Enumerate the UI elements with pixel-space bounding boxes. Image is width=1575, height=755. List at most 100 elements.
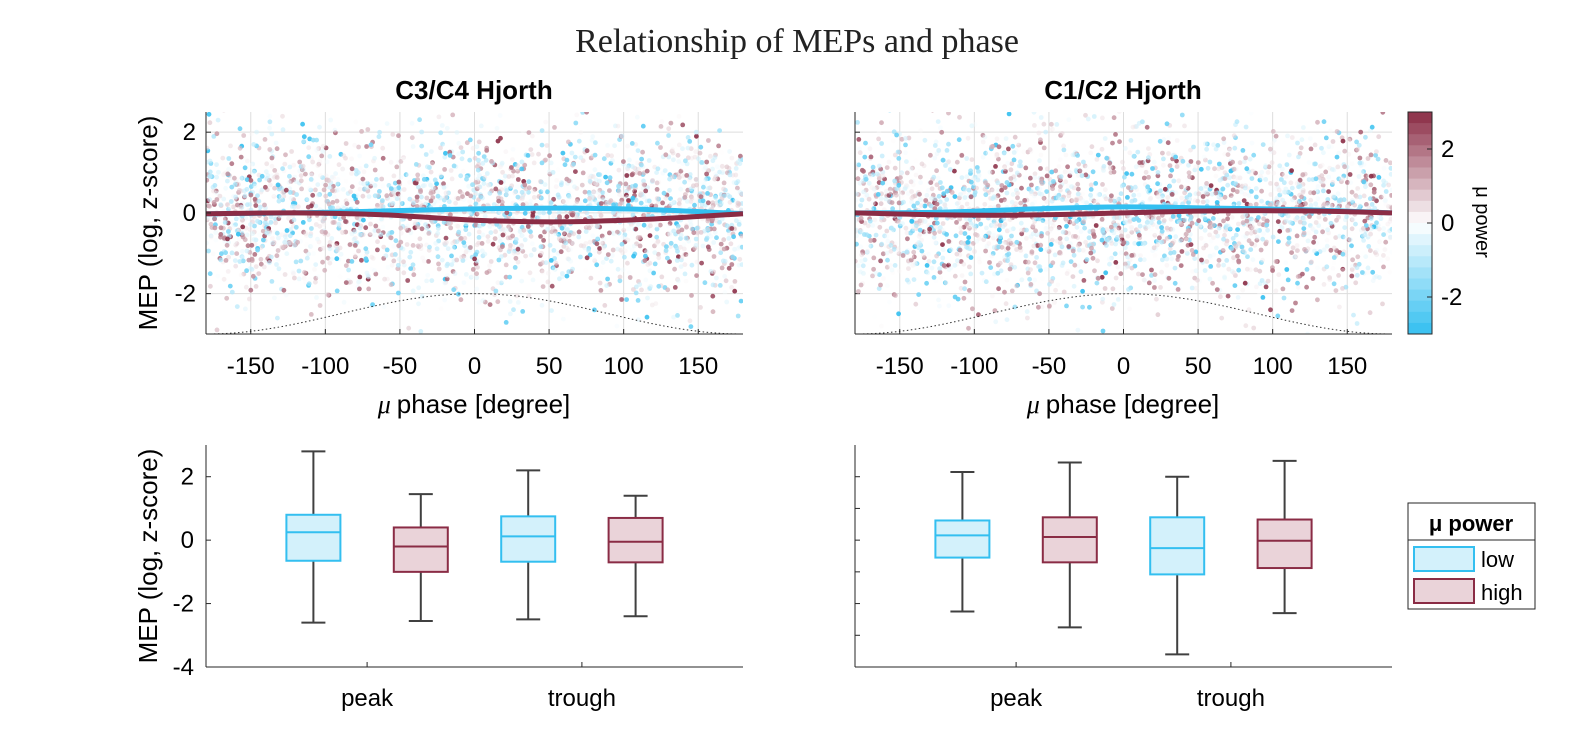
- scatter-point: [273, 242, 279, 248]
- scatter-point: [1372, 205, 1378, 211]
- scatter-point: [594, 241, 600, 247]
- scatter-point: [670, 150, 676, 156]
- scatter-point: [488, 259, 494, 264]
- scatter-point: [576, 234, 582, 240]
- scatter-point: [600, 240, 606, 246]
- scatter-point: [995, 203, 1001, 209]
- scatter-point: [1059, 244, 1065, 250]
- scatter-point: [553, 260, 559, 266]
- scatter-point: [956, 137, 962, 143]
- scatter-point: [1212, 166, 1217, 172]
- scatter-point: [598, 272, 604, 278]
- scatter-point: [1109, 306, 1115, 311]
- scatter-point: [1328, 128, 1333, 134]
- scatter-point: [1248, 149, 1253, 155]
- scatter-point: [1164, 256, 1170, 262]
- scatter-point: [497, 164, 503, 170]
- scatter-point: [739, 191, 743, 197]
- scatter-point: [419, 194, 424, 200]
- scatter-point: [1116, 225, 1122, 231]
- scatter-point: [644, 106, 649, 111]
- scatter-point: [942, 280, 948, 286]
- scatter-point: [1244, 231, 1250, 236]
- scatter-point: [1232, 176, 1238, 182]
- scatter-point: [966, 235, 972, 241]
- scatter-point: [564, 107, 569, 112]
- scatter-point: [1103, 270, 1109, 276]
- scatter-point: [368, 230, 373, 236]
- scatter-point: [982, 201, 988, 207]
- scatter-point: [319, 153, 325, 159]
- scatter-point: [1141, 277, 1147, 283]
- scatter-point: [454, 130, 460, 135]
- scatter-point: [236, 236, 242, 242]
- scatter-point: [693, 242, 699, 248]
- scatter-point: [1313, 220, 1319, 225]
- scatter-point: [571, 161, 576, 167]
- scatter-point: [1057, 236, 1063, 241]
- scatter-point: [718, 250, 724, 256]
- scatter-point: [584, 255, 590, 261]
- scatter-point: [1312, 234, 1318, 240]
- scatter-point: [635, 235, 641, 241]
- scatter-point: [947, 167, 953, 172]
- scatter-point: [515, 246, 521, 252]
- scatter-point: [1096, 192, 1101, 198]
- scatter-point: [481, 181, 487, 187]
- scatter-point: [931, 259, 937, 265]
- scatter-point: [392, 187, 398, 192]
- scatter-point: [990, 293, 995, 299]
- scatter-point: [563, 236, 568, 241]
- scatter-point: [493, 186, 499, 192]
- scatter-point: [510, 233, 515, 239]
- scatter-point: [373, 271, 379, 277]
- scatter-point: [1053, 168, 1059, 174]
- scatter-point: [976, 312, 981, 318]
- scatter-point: [1076, 161, 1082, 167]
- scatter-points: [855, 112, 1392, 334]
- scatter-point: [1383, 198, 1388, 203]
- x-axis-text: phase [degree]: [397, 389, 570, 419]
- scatter-point: [659, 119, 665, 124]
- scatter-point: [629, 164, 635, 169]
- scatter-point: [1122, 261, 1128, 267]
- scatter-point: [334, 198, 340, 204]
- scatter-point: [684, 173, 690, 178]
- scatter-point: [454, 223, 460, 229]
- scatter-point: [729, 226, 735, 231]
- scatter-point: [1246, 238, 1252, 244]
- scatter-point: [675, 223, 681, 229]
- scatter-point: [1057, 157, 1063, 163]
- scatter-point: [636, 221, 641, 227]
- x-axis-symbol: μ: [377, 390, 391, 419]
- scatter-point: [429, 278, 435, 283]
- scatter-point: [293, 204, 299, 210]
- scatter-point: [306, 145, 312, 151]
- scatter-point: [654, 187, 660, 192]
- scatter-point: [1155, 170, 1161, 175]
- scatter-point: [617, 278, 623, 284]
- scatter-point: [418, 329, 424, 334]
- scatter-point: [941, 228, 946, 233]
- scatter-point: [680, 146, 685, 152]
- scatter-point: [435, 230, 441, 236]
- scatter-point: [333, 171, 338, 177]
- scatter-point: [502, 227, 508, 233]
- scatter-point: [482, 213, 488, 219]
- scatter-point: [727, 149, 732, 154]
- scatter-point: [1204, 259, 1210, 264]
- scatter-point: [473, 252, 479, 257]
- scatter-point: [857, 180, 863, 186]
- scatter-point: [1285, 213, 1291, 219]
- scatter-point: [1236, 267, 1242, 273]
- scatter-point: [1185, 228, 1191, 234]
- scatter-point: [863, 140, 868, 146]
- scatter-point: [331, 175, 337, 181]
- scatter-point: [520, 233, 526, 239]
- scatter-point: [1084, 165, 1090, 170]
- scatter-point: [365, 127, 371, 132]
- scatter-point: [596, 249, 602, 255]
- scatter-point: [319, 242, 325, 248]
- scatter-point: [1295, 274, 1301, 279]
- scatter-point: [885, 257, 890, 263]
